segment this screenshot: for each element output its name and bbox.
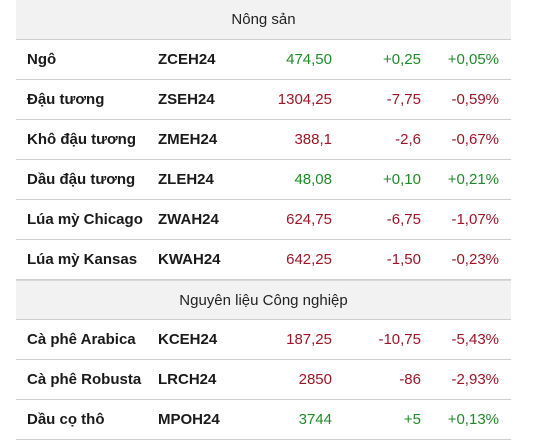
contract-code: LRCH24 xyxy=(158,371,217,388)
section-header-agriculture: Nông sản xyxy=(16,0,511,40)
commodity-name: Lúa mỳ Kansas xyxy=(27,251,138,268)
change-value: -7,75 xyxy=(386,91,421,108)
contract-code: ZWAH24 xyxy=(158,211,219,228)
table-row: Khô đậu tương ZMEH24 388,1 -2,6 -0,67% xyxy=(16,120,511,160)
commodity-name: Dầu cọ thô xyxy=(27,411,105,428)
change-value: -1,50 xyxy=(386,251,421,268)
change-value: -6,75 xyxy=(386,211,421,228)
price-value: 3744 xyxy=(298,411,332,428)
section-title: Nông sản xyxy=(231,11,296,28)
table-row: Ngô ZCEH24 474,50 +0,25 +0,05% xyxy=(16,40,511,80)
table-row: Lúa mỳ Kansas KWAH24 642,25 -1,50 -0,23% xyxy=(16,240,511,280)
price-value: 642,25 xyxy=(286,251,332,268)
change-percent: -5,43% xyxy=(451,331,499,348)
contract-code: KCEH24 xyxy=(158,331,218,348)
commodity-name: Khô đậu tương xyxy=(27,131,137,148)
commodity-name: Đậu tương xyxy=(27,91,105,108)
price-value: 624,75 xyxy=(286,211,332,228)
price-value: 1304,25 xyxy=(277,91,332,108)
commodity-name: Dầu đậu tương xyxy=(27,171,136,188)
contract-code: KWAH24 xyxy=(158,251,221,268)
change-percent: +0,21% xyxy=(447,171,499,188)
price-value: 48,08 xyxy=(294,171,332,188)
price-value: 388,1 xyxy=(294,131,332,148)
change-value: +5 xyxy=(403,411,421,428)
change-percent: -0,23% xyxy=(451,251,499,268)
table-row: Dầu cọ thô MPOH24 3744 +5 +0,13% xyxy=(16,400,511,440)
contract-code: ZSEH24 xyxy=(158,91,215,108)
change-value: +0,25 xyxy=(383,51,421,68)
change-value: -86 xyxy=(399,371,421,388)
price-value: 2850 xyxy=(298,371,332,388)
table-row: Cà phê Robusta LRCH24 2850 -86 -2,93% xyxy=(16,360,511,400)
commodity-name: Lúa mỳ Chicago xyxy=(27,211,143,228)
change-value: +0,10 xyxy=(383,171,421,188)
contract-code: ZLEH24 xyxy=(158,171,214,188)
table-row: Dầu đậu tương ZLEH24 48,08 +0,10 +0,21% xyxy=(16,160,511,200)
change-value: -2,6 xyxy=(395,131,421,148)
change-value: -10,75 xyxy=(378,331,421,348)
contract-code: ZMEH24 xyxy=(158,131,218,148)
table-row: Lúa mỳ Chicago ZWAH24 624,75 -6,75 -1,07… xyxy=(16,200,511,240)
change-percent: -1,07% xyxy=(451,211,499,228)
commodity-name: Cà phê Arabica xyxy=(27,331,136,348)
change-percent: -0,59% xyxy=(451,91,499,108)
price-value: 187,25 xyxy=(286,331,332,348)
table-row: Cà phê Arabica KCEH24 187,25 -10,75 -5,4… xyxy=(16,320,511,360)
change-percent: -0,67% xyxy=(451,131,499,148)
contract-code: ZCEH24 xyxy=(158,51,216,68)
contract-code: MPOH24 xyxy=(158,411,220,428)
price-value: 474,50 xyxy=(286,51,332,68)
commodity-price-table: Nông sản Ngô ZCEH24 474,50 +0,25 +0,05% … xyxy=(16,0,511,440)
change-percent: +0,05% xyxy=(447,51,499,68)
commodity-name: Cà phê Robusta xyxy=(27,371,142,388)
section-header-industrial: Nguyên liệu Công nghiệp xyxy=(16,280,511,320)
commodity-name: Ngô xyxy=(27,51,57,68)
change-percent: +0,13% xyxy=(447,411,499,428)
table-row: Đậu tương ZSEH24 1304,25 -7,75 -0,59% xyxy=(16,80,511,120)
section-title: Nguyên liệu Công nghiệp xyxy=(179,292,348,309)
change-percent: -2,93% xyxy=(451,371,499,388)
